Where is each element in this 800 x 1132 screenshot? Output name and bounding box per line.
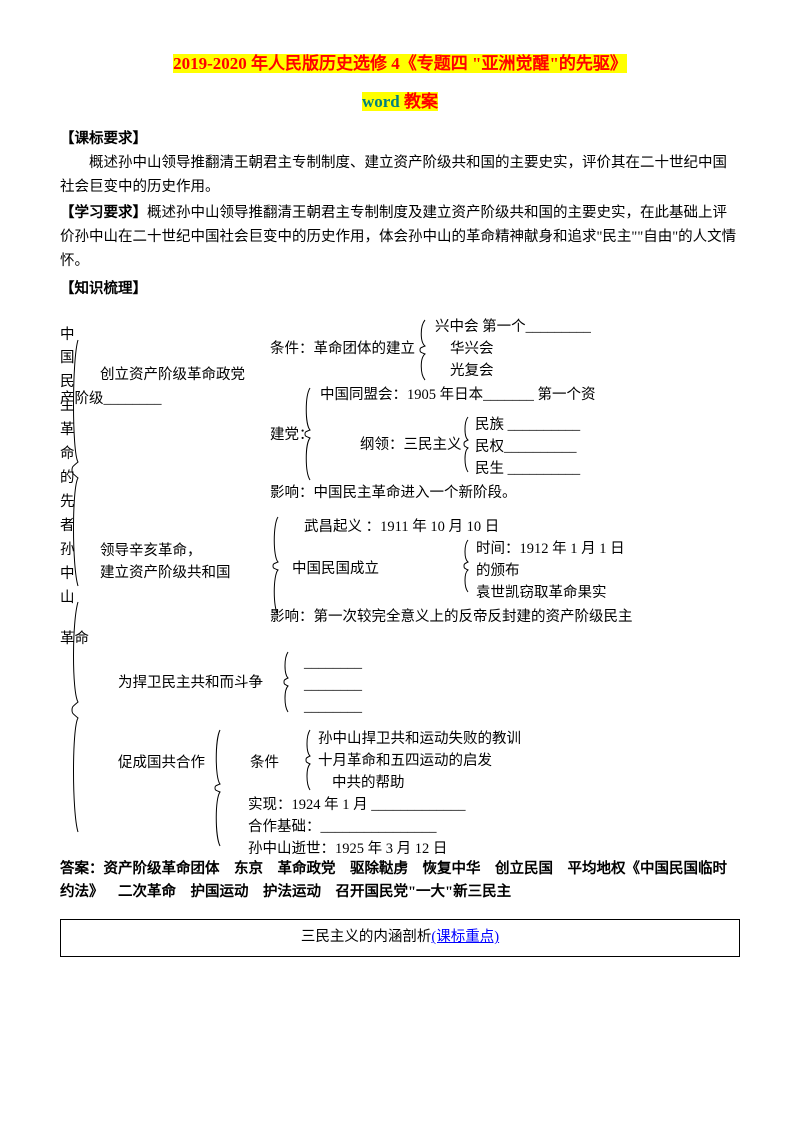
r1-cond-label: 条件：革命团体的建立 [270,338,415,362]
r1-g-2: 民权__________ [475,436,577,460]
r3-2: ________ [304,674,362,698]
section-xuexi: 【学习要求】概述孙中山领导推翻清王朝君主专制制度及建立资产阶级共和国的主要史实，… [60,202,740,274]
r2-t1: 领导辛亥革命， [100,540,202,564]
r4-c-3: 中共的帮助 [332,772,405,796]
r2-t2: 建立资产阶级共和国 [100,562,231,586]
r4-shishi: 孙中山逝世：1925 年 3 月 12 日 [248,838,447,862]
r1-build-label: 建党： [270,424,314,448]
r1-cond-1: 兴中会 第一个_________ [435,316,591,340]
r2-impact: 影响：第一次较完全意义上的反帝反封建的资产阶级民主 [270,606,633,630]
r1-cond-3: 光复会 [450,360,494,384]
lc-5: 革 [60,419,76,443]
head-xuexi: 【学习要求】 [60,205,147,221]
lc-1: 国 [60,347,76,371]
title-word: word [362,92,400,111]
r4-title: 促成国共合作 [118,752,205,776]
lc-10: 者 [60,515,76,539]
r2-geming: 革命 [60,628,89,652]
lc-8: 先 [60,491,76,515]
r4-hezuo: 合作基础：________________ [248,816,437,840]
r1-g-3: 民生 __________ [475,458,580,482]
knowledge-diagram: 中 国 民 主 革 命 的 先 者 孙 中 山 创立资产阶级革命政党 产阶级__… [60,302,740,852]
r3-3: ________ [304,696,362,720]
head-zhishi: 【知识梳理】 [60,278,740,302]
title-jiaoan: 教案 [400,92,438,111]
lc-12: 孙 [60,539,76,563]
footnote-link[interactable]: (课标重点) [431,929,499,945]
lc-7: 的 [60,467,76,491]
r1-chanjieji: 产阶级________ [60,388,162,412]
r1-tongmeng: 中国同盟会：1905 年日本_______ 第一个资 [320,384,596,408]
body-xuexi: 概述孙中山领导推翻清王朝君主专制制度及建立资产阶级共和国的主要史实，在此基础上评… [60,205,736,269]
r3-1: ________ [304,652,362,676]
r1-g-1: 民族 __________ [475,414,580,438]
title-line-1: 2019-2020 年人民版历史选修 4《专题四 "亚洲觉醒"的先驱》 [173,54,627,73]
lc-15: 山 [60,587,76,611]
r1-impact: 影响：中国民主革命进入一个新阶段。 [270,482,517,506]
r2-zg-1: 时间：1912 年 1 月 1 日 [476,538,625,562]
footnote-label: 三民主义的内涵剖析 [301,929,432,945]
r2-wuchang: 武昌起义 ：1911 年 10 月 10 日 [304,516,499,540]
left-column: 中 国 民 主 革 命 的 先 者 孙 中 山 [60,324,76,611]
r1-gangling: 纲领：三民主义 [360,434,462,458]
r4-cond-label: 条件 [250,752,279,776]
head-kebiao: 【课标要求】 [60,131,147,147]
r4-c-2: 十月革命和五四运动的启发 [318,750,492,774]
footnote-box: 三民主义的内涵剖析(课标重点) [60,919,740,957]
r1-title: 创立资产阶级革命政党 [100,364,245,388]
r4-shixian: 实现：1924 年 1 月 _____________ [248,794,466,818]
answers: 答案：资产阶级革命团体 东京 革命政党 驱除鞑虏 恢复中华 创立民国 平均地权《… [60,858,740,906]
r4-c-1: 孙中山捍卫共和运动失败的教训 [318,728,521,752]
r1-cond-2: 华兴会 [450,338,494,362]
lc-6: 命 [60,443,76,467]
r2-zg-3: 袁世凯窃取革命果实 [476,582,607,606]
section-kebiao: 【课标要求】 概述孙中山领导推翻清王朝君主专制制度、建立资产阶级共和国的主要史实… [60,128,740,200]
r3-title: 为捍卫民主共和而斗争 [118,672,263,696]
r2-zg-2: 的颁布 [476,560,520,584]
lc-13: 中 [60,563,76,587]
lc-0: 中 [60,324,76,348]
body-kebiao: 概述孙中山领导推翻清王朝君主专制制度、建立资产阶级共和国的主要史实，评价其在二十… [60,152,740,200]
r2-zhongguo: 中国民国成立 [292,558,379,582]
doc-title: 2019-2020 年人民版历史选修 4《专题四 "亚洲觉醒"的先驱》 word… [60,50,740,116]
